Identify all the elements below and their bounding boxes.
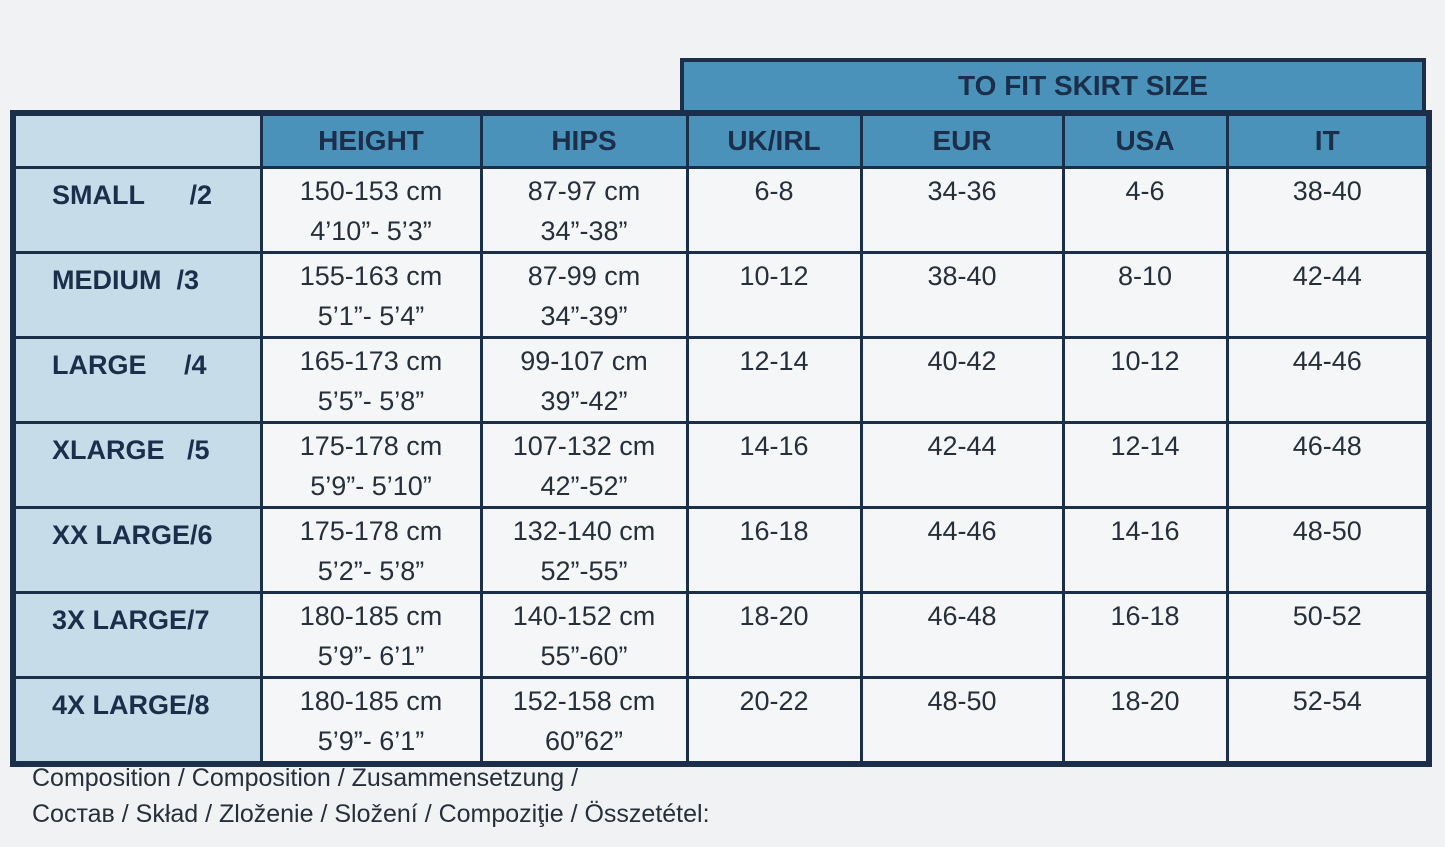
size-label: 4X LARGE/8 [11, 676, 263, 766]
height-cell: 155-163 cm 5’1”- 5’4” [259, 251, 483, 339]
height-cm: 165-173 cm [299, 346, 443, 376]
hips-in: 34”-38” [540, 216, 628, 246]
uk-irl-cell: 6-8 [685, 166, 863, 254]
table-row: XLARGE /5 175-178 cm 5’9”- 5’10” 107-132 … [11, 421, 1431, 509]
skirt-size-group-header: TO FIT SKIRT SIZE [958, 70, 1208, 101]
column-header-height: HEIGHT [259, 111, 483, 169]
height-cm: 175-178 cm [299, 516, 443, 546]
usa-cell: 12-14 [1061, 421, 1229, 509]
it-cell: 44-46 [1225, 336, 1431, 424]
height-ft: 5’9”- 5’10” [310, 471, 432, 501]
height-cell: 165-173 cm 5’5”- 5’8” [259, 336, 483, 424]
usa-cell: 16-18 [1061, 591, 1229, 679]
size-label: XLARGE /5 [11, 421, 263, 509]
table-row: LARGE /4 165-173 cm 5’5”- 5’8” 99-107 cm 3… [11, 336, 1431, 424]
height-cm: 180-185 cm [299, 686, 443, 716]
uk-irl-cell: 10-12 [685, 251, 863, 339]
height-cell: 175-178 cm 5’2”- 5’8” [259, 506, 483, 594]
size-label: SMALL /2 [11, 166, 263, 254]
hips-cm: 152-158 cm [512, 686, 656, 716]
size-table: HEIGHT HIPS UK/IRL EUR USA IT SMALL /2 1… [10, 110, 1432, 767]
eur-cell: 46-48 [859, 591, 1065, 679]
hips-cm: 99-107 cm [520, 346, 648, 376]
uk-irl-cell: 12-14 [685, 336, 863, 424]
hips-cell: 87-99 cm 34”-39” [479, 251, 689, 339]
hips-cm: 132-140 cm [512, 516, 656, 546]
usa-cell: 10-12 [1061, 336, 1229, 424]
hips-in: 42”-52” [540, 471, 628, 501]
composition-text: Composition / Composition / Zusammensetz… [32, 760, 710, 832]
composition-line-1: Composition / Composition / Zusammensetz… [32, 764, 579, 792]
it-cell: 48-50 [1225, 506, 1431, 594]
usa-cell: 14-16 [1061, 506, 1229, 594]
height-ft: 5’2”- 5’8” [317, 556, 425, 586]
height-ft: 4’10”- 5’3” [310, 216, 432, 246]
skirt-size-header-box [680, 58, 1426, 110]
size-label: MEDIUM /3 [11, 251, 263, 339]
eur-cell: 44-46 [859, 506, 1065, 594]
column-header-uk-irl: UK/IRL [685, 111, 863, 169]
table-row: 3X LARGE/7 180-185 cm 5’9”- 6’1” 140-152 … [11, 591, 1431, 679]
eur-cell: 42-44 [859, 421, 1065, 509]
height-ft: 5’9”- 6’1” [317, 726, 425, 756]
height-cm: 175-178 cm [299, 431, 443, 461]
hips-in: 60”62” [544, 726, 624, 756]
size-label: 3X LARGE/7 [11, 591, 263, 679]
height-cell: 180-185 cm 5’9”- 6’1” [259, 676, 483, 766]
hips-cm: 107-132 cm [512, 431, 656, 461]
usa-cell: 4-6 [1061, 166, 1229, 254]
hips-cell: 140-152 cm 55”-60” [479, 591, 689, 679]
height-cell: 175-178 cm 5’9”- 5’10” [259, 421, 483, 509]
hips-in: 55”-60” [540, 641, 628, 671]
hips-cell: 99-107 cm 39”-42” [479, 336, 689, 424]
hips-in: 52”-55” [540, 556, 628, 586]
hips-cell: 107-132 cm 42”-52” [479, 421, 689, 509]
eur-cell: 48-50 [859, 676, 1065, 766]
column-header-eur: EUR [859, 111, 1065, 169]
height-ft: 5’1”- 5’4” [317, 301, 425, 331]
hips-in: 39”-42” [540, 386, 628, 416]
it-cell: 50-52 [1225, 591, 1431, 679]
composition-line-2: Состав / Skład / Zloženie / Složení / Co… [32, 800, 710, 828]
table-row: SMALL /2 150-153 cm 4’10”- 5’3” 87-97 cm 3… [11, 166, 1431, 254]
height-cm: 150-153 cm [299, 176, 443, 206]
column-header-it: IT [1225, 111, 1431, 169]
table-row: XX LARGE/6 175-178 cm 5’2”- 5’8” 132-140 … [11, 506, 1431, 594]
hips-cm: 87-97 cm [527, 176, 641, 206]
column-header-hips: HIPS [479, 111, 689, 169]
height-cm: 155-163 cm [299, 261, 443, 291]
uk-irl-cell: 18-20 [685, 591, 863, 679]
height-cell: 150-153 cm 4’10”- 5’3” [259, 166, 483, 254]
it-cell: 42-44 [1225, 251, 1431, 339]
hips-cm: 87-99 cm [527, 261, 641, 291]
height-cell: 180-185 cm 5’9”- 6’1” [259, 591, 483, 679]
hips-cell: 132-140 cm 52”-55” [479, 506, 689, 594]
corner-header [11, 111, 263, 169]
it-cell: 52-54 [1225, 676, 1431, 766]
it-cell: 38-40 [1225, 166, 1431, 254]
uk-irl-cell: 14-16 [685, 421, 863, 509]
uk-irl-cell: 16-18 [685, 506, 863, 594]
height-ft: 5’9”- 6’1” [317, 641, 425, 671]
table-row: MEDIUM /3 155-163 cm 5’1”- 5’4” 87-99 cm 3… [11, 251, 1431, 339]
column-header-row: HEIGHT HIPS UK/IRL EUR USA IT [11, 111, 1431, 169]
table-row: 4X LARGE/8 180-185 cm 5’9”- 6’1” 152-158 … [11, 676, 1431, 766]
size-label: LARGE /4 [11, 336, 263, 424]
hips-in: 34”-39” [540, 301, 628, 331]
column-header-usa: USA [1061, 111, 1229, 169]
it-cell: 46-48 [1225, 421, 1431, 509]
height-cm: 180-185 cm [299, 601, 443, 631]
hips-cell: 87-97 cm 34”-38” [479, 166, 689, 254]
usa-cell: 8-10 [1061, 251, 1229, 339]
size-label: XX LARGE/6 [11, 506, 263, 594]
uk-irl-cell: 20-22 [685, 676, 863, 766]
eur-cell: 38-40 [859, 251, 1065, 339]
height-ft: 5’5”- 5’8” [317, 386, 425, 416]
usa-cell: 18-20 [1061, 676, 1229, 766]
hips-cm: 140-152 cm [512, 601, 656, 631]
eur-cell: 34-36 [859, 166, 1065, 254]
eur-cell: 40-42 [859, 336, 1065, 424]
hips-cell: 152-158 cm 60”62” [479, 676, 689, 766]
